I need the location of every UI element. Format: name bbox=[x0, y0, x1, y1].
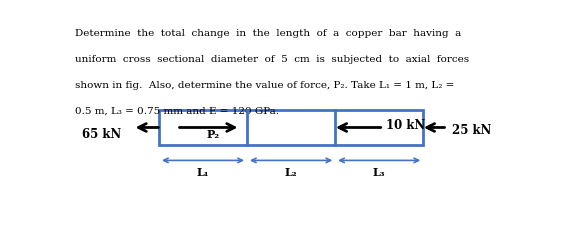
Text: L₃: L₃ bbox=[373, 167, 386, 178]
Text: 65 kN: 65 kN bbox=[82, 128, 121, 141]
Text: 0.5 m, L₃ = 0.75 mm and E = 120 GPa.: 0.5 m, L₃ = 0.75 mm and E = 120 GPa. bbox=[76, 107, 279, 116]
Text: P₂: P₂ bbox=[206, 129, 219, 140]
Text: L₂: L₂ bbox=[285, 167, 298, 178]
Text: uniform  cross  sectional  diameter  of  5  cm  is  subjected  to  axial  forces: uniform cross sectional diameter of 5 cm… bbox=[76, 55, 470, 64]
Text: Determine  the  total  change  in  the  length  of  a  copper  bar  having  a: Determine the total change in the length… bbox=[76, 29, 462, 38]
Text: L₁: L₁ bbox=[197, 167, 210, 178]
Text: 25 kN: 25 kN bbox=[452, 124, 491, 137]
Text: shown in fig.  Also, determine the value of force, P₂. Take L₁ = 1 m, L₂ =: shown in fig. Also, determine the value … bbox=[76, 81, 455, 90]
Bar bbox=[159, 110, 423, 145]
Text: 10 kN: 10 kN bbox=[386, 119, 425, 132]
